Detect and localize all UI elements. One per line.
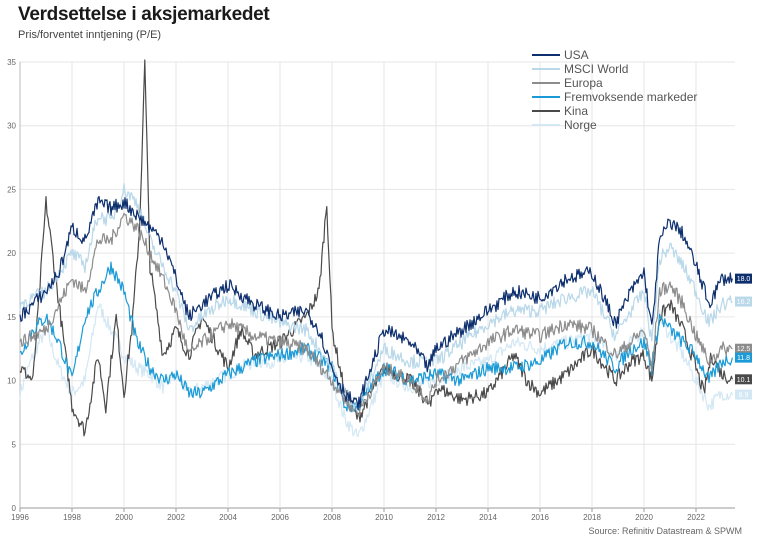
- y-tick-label: 15: [7, 313, 16, 322]
- series-line-msci-world: [19, 183, 733, 411]
- end-label-box: [735, 352, 752, 363]
- end-label-box: [735, 296, 752, 307]
- x-tick-label: 2012: [427, 513, 445, 522]
- x-tick-label: 2022: [687, 513, 705, 522]
- x-tick-label: 1996: [11, 513, 29, 522]
- series-line-europa: [19, 212, 733, 417]
- x-tick-label: 2016: [531, 513, 549, 522]
- y-tick-label: 0: [12, 504, 17, 513]
- y-tick-label: 30: [7, 122, 16, 131]
- legend-label: Norge: [564, 118, 597, 132]
- y-tick-label: 25: [7, 185, 16, 194]
- y-tick-label: 5: [12, 440, 17, 449]
- grid-lines: [19, 61, 735, 509]
- legend-label: MSCI World: [564, 62, 628, 76]
- y-tick-label: 10: [7, 377, 16, 386]
- end-labels: 18.0 16.2 12.5 11.8 10.1 8.9: [735, 273, 752, 400]
- end-label-box: [735, 273, 752, 284]
- end-label-box: [735, 389, 752, 400]
- source-note: Source: Refinitiv Datastream & SPWM: [588, 526, 742, 536]
- chart-subtitle: Pris/forventet inntjening (P/E): [18, 29, 162, 41]
- x-tick-label: 2000: [115, 513, 133, 522]
- y-tick-label: 35: [7, 58, 16, 67]
- end-label-box: [735, 374, 752, 385]
- legend-label: Fremvoksende markeder: [564, 90, 697, 104]
- legend-label: Kina: [564, 104, 588, 118]
- x-tick-label: 2014: [479, 513, 497, 522]
- x-tick-label: 1998: [63, 513, 81, 522]
- x-tick-label: 2010: [375, 513, 393, 522]
- end-label-box: [735, 343, 752, 354]
- x-tick-label: 2008: [323, 513, 341, 522]
- series-line-kina: [19, 59, 733, 437]
- series-lines: [19, 59, 733, 438]
- legend-label: Europa: [564, 76, 603, 90]
- series-line-usa: [19, 195, 733, 411]
- x-tick-label: 2004: [219, 513, 237, 522]
- end-label-value: 12.5: [737, 346, 751, 353]
- end-label-value: 11.8: [737, 355, 750, 362]
- chart-title: Verdsettelse i aksjemarkedet: [18, 4, 270, 25]
- end-label-value: 18.0: [737, 276, 751, 283]
- end-label-value: 10.1: [737, 377, 751, 384]
- end-label-value: 8.9: [739, 392, 749, 399]
- legend-label: USA: [564, 48, 589, 62]
- x-tick-label: 2006: [271, 513, 289, 522]
- end-label-value: 16.2: [737, 299, 751, 306]
- series-line-fremvoksende-markeder: [19, 261, 733, 413]
- x-tick-label: 2020: [635, 513, 653, 522]
- axes: 0 5 10 15 20 25 30 35 1996 1998 2000 2002 2004 2006 20…: [7, 58, 705, 522]
- x-tick-label: 2018: [583, 513, 601, 522]
- y-tick-label: 20: [7, 249, 16, 258]
- x-tick-label: 2002: [167, 513, 185, 522]
